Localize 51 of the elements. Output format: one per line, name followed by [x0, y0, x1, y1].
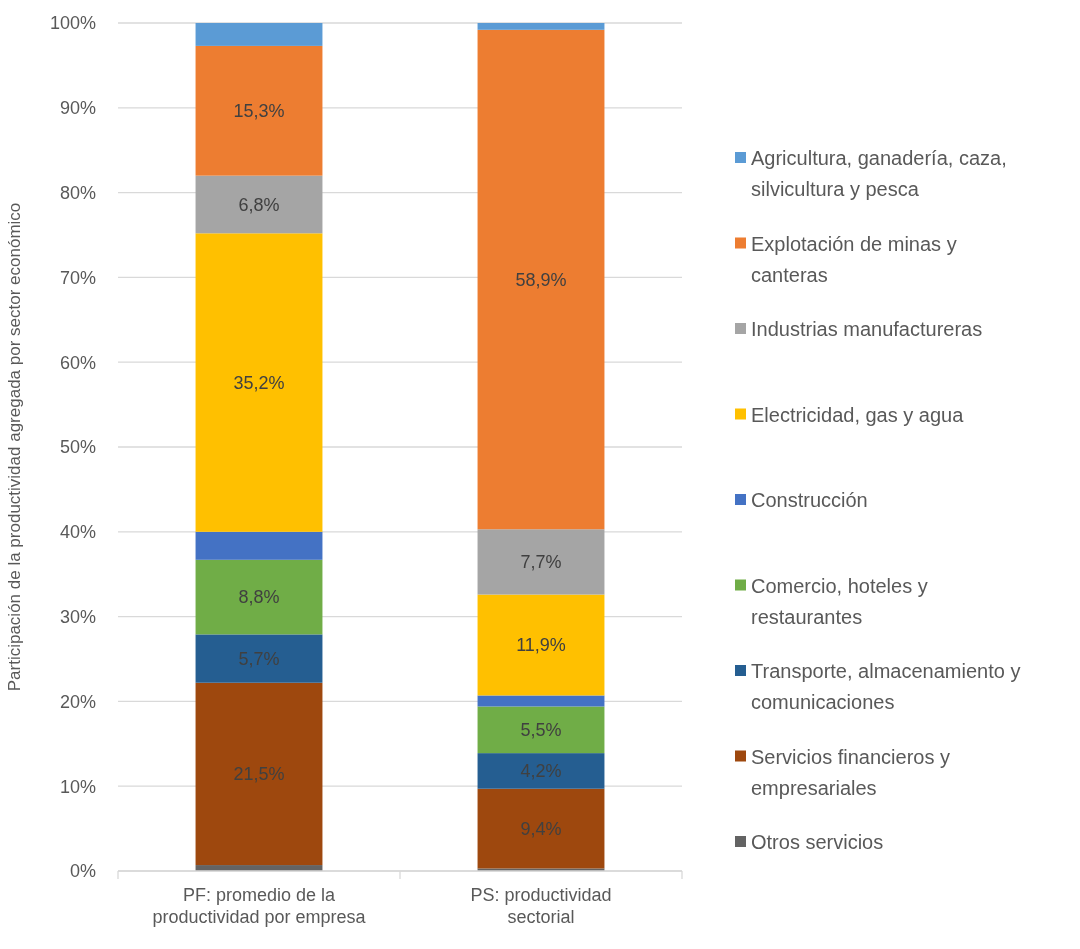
y-tick-label: 100% [49, 13, 96, 34]
data-label: 6,8% [238, 194, 280, 215]
bar [477, 529, 605, 595]
data-label: 8,8% [238, 587, 280, 608]
data-label: 15,3% [233, 101, 285, 122]
bar [477, 594, 605, 696]
bar [195, 175, 323, 234]
legend-label: Comercio, hoteles y restaurantes [751, 574, 928, 628]
data-label: 7,7% [520, 552, 562, 573]
bar [477, 29, 605, 530]
legend-label: Electricidad, gas y agua [751, 403, 965, 426]
bar [195, 531, 323, 560]
y-tick-label: 90% [59, 98, 96, 119]
y-tick-label: 70% [59, 267, 96, 288]
x-tick-label: PS: productividad sectorial [470, 885, 612, 927]
y-tick-label: 50% [59, 437, 96, 458]
data-label: 11,9% [516, 635, 566, 656]
data-label: 35,2% [233, 372, 285, 393]
data-label: 5,7% [238, 648, 280, 669]
bar [477, 753, 605, 789]
legend-label: Otros servicios [751, 831, 884, 853]
y-tick-label: 10% [59, 776, 96, 797]
y-tick-label: 20% [59, 691, 96, 712]
legend-label: Agricultura, ganadería, caza, silvicultura y pesca [751, 147, 1007, 200]
y-tick-label: 0% [69, 861, 96, 882]
bar [195, 233, 323, 532]
legend-label: Construcción [751, 489, 868, 511]
bar [477, 695, 605, 707]
data-label: 4,2% [520, 761, 562, 782]
bar [477, 706, 605, 754]
legend-label: Transporte, almacenamiento y comunicaciones [751, 660, 1021, 713]
bar [195, 45, 323, 176]
y-tick-label: 30% [59, 606, 96, 627]
y-tick-label: 80% [59, 182, 96, 203]
y-axis-title: Participación de la productividad agregada por sector económico [5, 202, 24, 692]
bar [477, 23, 605, 30]
bar [195, 634, 323, 683]
bar [195, 559, 323, 635]
data-label: 5,5% [520, 720, 562, 741]
legend-label: Explotación de minas y canteras [751, 232, 957, 286]
bar [477, 788, 605, 869]
y-tick-label: 60% [59, 352, 96, 373]
y-tick-label: 40% [59, 522, 96, 543]
legend-label: Industrias manufactureras [751, 318, 983, 340]
legend-label: Servicios financieros y empresariales [751, 745, 950, 799]
x-tick-label: PF: promedio de la productividad por empresa [152, 885, 367, 927]
bar [195, 23, 323, 46]
data-label: 21,5% [233, 764, 285, 785]
data-label: 58,9% [515, 269, 567, 290]
data-label: 9,4% [520, 818, 562, 839]
bar [195, 682, 323, 866]
